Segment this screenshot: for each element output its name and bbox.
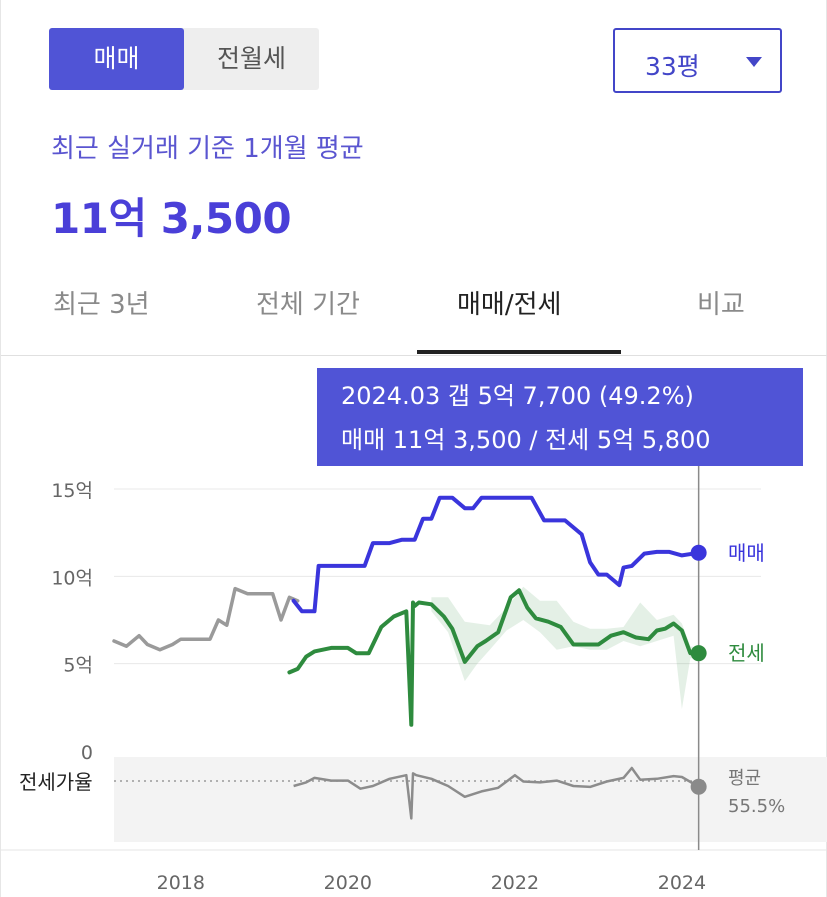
sale-highlight-point[interactable]	[690, 544, 707, 561]
deal-type-toggle: 매매 전월세	[49, 28, 319, 90]
size-select-value: 33평	[645, 52, 700, 81]
average-price: 11억 3,500	[51, 194, 292, 243]
x-tick-label: 2024	[658, 872, 706, 894]
deal-type-rent-button[interactable]: 전월세	[216, 44, 286, 73]
ratio-highlight-point[interactable]	[690, 778, 707, 795]
x-tick-label: 2022	[491, 872, 539, 894]
ratio-average-value: 55.5%	[728, 796, 785, 817]
jeonse-end-label: 전세	[728, 641, 765, 665]
jeonse-series-line	[287, 588, 701, 727]
tab-recent-3y[interactable]: 최근 3년	[53, 290, 150, 320]
size-select[interactable]: 33평	[613, 28, 782, 93]
ratio-series-line	[293, 766, 700, 820]
y-tick-label: 0	[81, 742, 93, 764]
period-tabs: 최근 3년 전체 기간 매매/전세 비교	[1, 270, 827, 356]
tab-sale-jeonse[interactable]: 매매/전세	[457, 290, 562, 320]
jeonse-range-band	[431, 586, 699, 710]
ratio-average-label: 평균	[728, 768, 761, 789]
ratio-band-background	[114, 757, 827, 842]
y-tick-label: 15억	[51, 480, 93, 502]
tab-all-period[interactable]: 전체 기간	[256, 290, 360, 320]
average-subtitle: 최근 실거래 기준 1개월 평균	[51, 134, 364, 164]
active-tab-indicator	[417, 350, 621, 354]
price-chart[interactable]: 0 5억 10억 15억 2018 2020 2022 2024 전세가율 2024.03 …	[1, 356, 827, 897]
tab-compare[interactable]: 비교	[697, 290, 745, 320]
caret-down-icon	[746, 57, 762, 67]
y-tick-label: 10억	[51, 567, 93, 589]
sale-end-label: 매매	[728, 541, 765, 565]
tooltip-box	[317, 368, 803, 466]
tooltip-gap-text: 2024.03 갭 5억 7,700 (49.2%)	[341, 382, 694, 410]
deal-type-sale-button[interactable]: 매매	[49, 28, 184, 90]
tooltip-price-text: 매매 11억 3,500 / 전세 5억 5,800	[341, 426, 711, 454]
y-tick-label: 5억	[63, 655, 93, 677]
ratio-band-label: 전세가율	[19, 770, 93, 794]
jeonse-highlight-point[interactable]	[690, 645, 707, 662]
history-series-line	[112, 586, 300, 652]
x-tick-label: 2018	[157, 872, 205, 894]
x-tick-label: 2020	[324, 872, 372, 894]
sale-series-line	[291, 495, 701, 614]
